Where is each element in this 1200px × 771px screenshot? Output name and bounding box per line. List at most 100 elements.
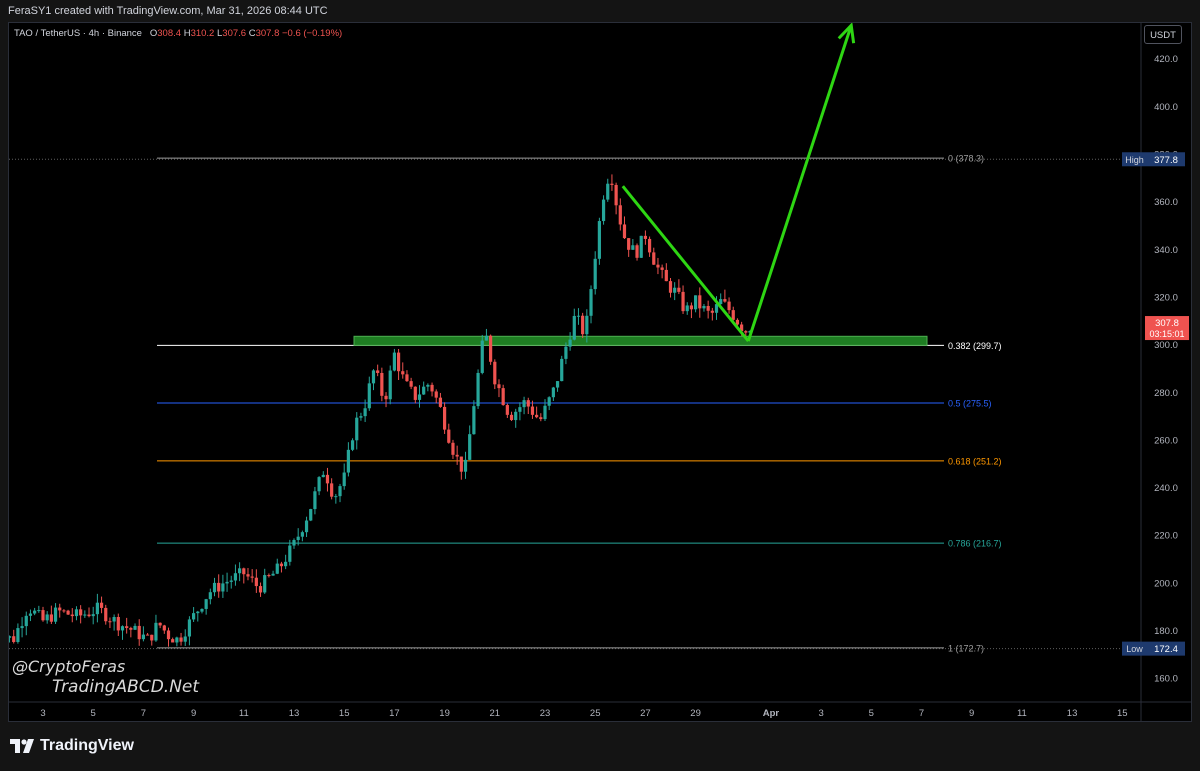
candle-body[interactable] <box>217 582 221 592</box>
candle-body[interactable] <box>526 400 530 407</box>
candle-body[interactable] <box>296 536 300 541</box>
candle-body[interactable] <box>489 335 493 362</box>
candle-body[interactable] <box>455 454 459 457</box>
candle-body[interactable] <box>727 301 731 311</box>
candle-body[interactable] <box>254 577 258 587</box>
candle-body[interactable] <box>551 387 555 398</box>
candle-body[interactable] <box>614 184 618 206</box>
candle-body[interactable] <box>376 370 380 373</box>
candle-body[interactable] <box>187 619 192 637</box>
candle-body[interactable] <box>422 386 426 395</box>
candle-body[interactable] <box>740 324 744 332</box>
candle-body[interactable] <box>313 491 317 510</box>
candle-body[interactable] <box>497 384 501 389</box>
candle-body[interactable] <box>83 614 87 616</box>
candle-body[interactable] <box>581 315 585 335</box>
candle-body[interactable] <box>480 340 484 373</box>
candle-body[interactable] <box>279 563 284 567</box>
candle-body[interactable] <box>689 305 694 310</box>
candle-body[interactable] <box>585 315 589 335</box>
candle-body[interactable] <box>463 459 468 472</box>
candle-body[interactable] <box>560 358 564 382</box>
candle-body[interactable] <box>200 608 204 612</box>
candle-body[interactable] <box>547 397 551 406</box>
candle-body[interactable] <box>20 626 24 629</box>
candle-body[interactable] <box>91 614 95 617</box>
candle-body[interactable] <box>304 520 309 533</box>
candle-body[interactable] <box>447 429 451 443</box>
candle-body[interactable] <box>593 258 597 290</box>
candle-body[interactable] <box>731 310 735 320</box>
candle-body[interactable] <box>396 352 401 372</box>
candle-body[interactable] <box>275 563 279 574</box>
candle-body[interactable] <box>284 561 288 567</box>
candle-body[interactable] <box>300 532 304 537</box>
candle-body[interactable] <box>330 483 334 497</box>
candle-body[interactable] <box>212 582 217 593</box>
candle-body[interactable] <box>350 440 355 450</box>
candle-body[interactable] <box>606 183 610 200</box>
candle-body[interactable] <box>258 586 263 593</box>
candle-body[interactable] <box>137 625 141 640</box>
candle-body[interactable] <box>33 610 37 614</box>
candle-body[interactable] <box>166 630 171 640</box>
candle-body[interactable] <box>710 310 714 313</box>
candle-body[interactable] <box>53 607 58 622</box>
candle-body[interactable] <box>171 639 175 643</box>
candle-body[interactable] <box>24 615 28 627</box>
candle-body[interactable] <box>221 583 225 592</box>
candle-body[interactable] <box>660 267 664 270</box>
candle-body[interactable] <box>70 614 74 617</box>
candle-body[interactable] <box>79 609 83 616</box>
candle-body[interactable] <box>145 634 150 636</box>
candle-body[interactable] <box>509 414 514 421</box>
candle-body[interactable] <box>694 295 698 310</box>
candle-body[interactable] <box>589 289 593 316</box>
candle-body[interactable] <box>158 622 162 626</box>
candle-body[interactable] <box>706 305 710 311</box>
candle-body[interactable] <box>87 614 91 617</box>
candle-body[interactable] <box>702 305 706 309</box>
candle-body[interactable] <box>518 407 522 412</box>
candle-body[interactable] <box>175 637 179 643</box>
candle-body[interactable] <box>639 235 643 258</box>
candle-body[interactable] <box>388 370 392 400</box>
candle-body[interactable] <box>472 406 476 435</box>
candle-body[interactable] <box>267 575 271 577</box>
candle-body[interactable] <box>363 408 367 417</box>
candle-body[interactable] <box>631 245 635 250</box>
candle-body[interactable] <box>208 592 212 600</box>
descending-trend-line[interactable] <box>621 185 750 343</box>
candle-body[interactable] <box>405 374 409 382</box>
candle-body[interactable] <box>204 599 208 609</box>
candle-body[interactable] <box>99 602 104 608</box>
support-zone[interactable] <box>353 335 928 346</box>
last-price-marker-bg[interactable] <box>1145 316 1189 341</box>
candle-body[interactable] <box>698 295 702 309</box>
candle-body[interactable] <box>125 626 129 628</box>
candle-body[interactable] <box>355 417 359 441</box>
candle-body[interactable] <box>656 264 660 268</box>
candle-body[interactable] <box>451 442 455 455</box>
candle-body[interactable] <box>555 381 560 388</box>
candle-body[interactable] <box>719 299 723 305</box>
candle-body[interactable] <box>66 610 70 615</box>
candle-body[interactable] <box>572 315 576 340</box>
candle-body[interactable] <box>108 621 112 623</box>
candle-body[interactable] <box>635 245 639 258</box>
candle-body[interactable] <box>413 386 417 400</box>
candle-body[interactable] <box>192 613 196 620</box>
candle-body[interactable] <box>346 449 350 473</box>
candle-body[interactable] <box>622 224 627 239</box>
candle-body[interactable] <box>112 617 116 622</box>
candle-body[interactable] <box>28 613 33 616</box>
candle-body[interactable] <box>505 405 509 415</box>
candle-body[interactable] <box>288 545 292 562</box>
candle-body[interactable] <box>476 372 480 407</box>
candle-body[interactable] <box>133 625 137 630</box>
candle-body[interactable] <box>723 299 727 302</box>
candle-body[interactable] <box>430 384 434 392</box>
candle-body[interactable] <box>196 611 200 614</box>
candle-body[interactable] <box>334 496 338 498</box>
candle-body[interactable] <box>233 573 238 581</box>
